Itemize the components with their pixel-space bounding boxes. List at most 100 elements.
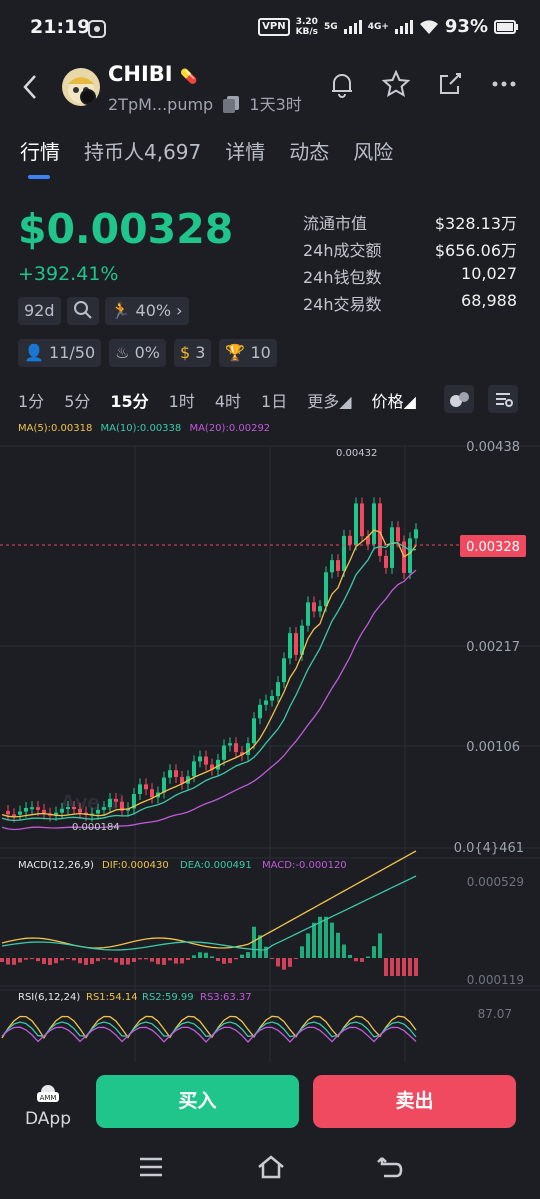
rsi-2: RS2:59.99 (142, 992, 194, 1003)
menu-icon[interactable] (138, 1156, 164, 1178)
settings-icon[interactable] (488, 385, 518, 413)
tf-15m[interactable]: 15分 (110, 392, 149, 411)
candle (246, 743, 250, 755)
token-header: CHIBI 💊 2TpM...pump 1天3时 (0, 58, 540, 122)
tab-details[interactable]: 详情 (225, 140, 266, 164)
tab-market[interactable]: 行情 (20, 140, 60, 164)
macd-bar (246, 952, 250, 958)
macd-bar (204, 952, 208, 958)
wifi-icon (419, 19, 438, 34)
macd-bar (366, 956, 370, 958)
more-icon[interactable] (490, 70, 518, 98)
candle (24, 807, 28, 812)
ma20-line (1, 569, 417, 831)
macd-bar (138, 958, 142, 960)
candle (198, 756, 202, 762)
search-chip[interactable] (66, 297, 99, 325)
tf-1d[interactable]: 1日 (261, 392, 288, 411)
price-chart[interactable]: Ave.ai 0.00328 0.00438 0.00217 0.00106 0… (0, 418, 540, 1063)
macd-bar (384, 958, 388, 976)
tab-risk[interactable]: 风险 (353, 140, 394, 164)
candles (6, 497, 418, 823)
tf-4h[interactable]: 4时 (214, 392, 242, 411)
status-bar: 21:19 VPN 3.20 KB/s 5G 4G+ 93% (0, 0, 540, 58)
star-icon[interactable] (381, 69, 411, 98)
tf-1h[interactable]: 1时 (168, 392, 195, 411)
token-name: CHIBI 💊 (108, 62, 198, 86)
section-tabs: 行情 持币人4,697 详情 动态 风险 (20, 136, 393, 165)
candle (162, 777, 166, 793)
rsi2-line (1, 1021, 417, 1038)
tf-more[interactable]: 更多◢ (307, 392, 352, 411)
chef-chip[interactable]: ♨ 0% (109, 339, 166, 367)
candle (66, 807, 70, 809)
macd-bar (270, 958, 274, 959)
candle (168, 770, 172, 778)
stat-row: 24h钱包数 10,027 (303, 264, 517, 287)
rsi-3: RS3:63.37 (200, 992, 252, 1003)
y-label: 0.00438 (466, 440, 520, 455)
macd-bar (348, 954, 352, 958)
macd-bar (240, 954, 244, 958)
runner-chip[interactable]: 🏃 40% › (104, 297, 189, 325)
current-price-label: 0.00328 (466, 540, 520, 555)
price-toggle[interactable]: 价格◢ (371, 392, 416, 411)
bag-chip[interactable]: $ 3 (173, 339, 212, 367)
share-icon[interactable] (436, 70, 464, 98)
macd-bar (294, 958, 298, 959)
net-speed: 3.20 KB/s (295, 16, 319, 37)
home-icon[interactable] (256, 1154, 286, 1180)
macd-bar (276, 958, 280, 967)
candle (330, 560, 334, 573)
macd-bar (0, 958, 4, 962)
macd-bar (300, 946, 304, 958)
macd-bar (66, 958, 70, 959)
macd-bar (84, 958, 88, 965)
header-actions (328, 69, 518, 98)
sell-button[interactable]: 卖出 (313, 1075, 516, 1128)
macd-dea: DEA:0.000491 (180, 860, 252, 871)
runner-icon: 🏃 (110, 301, 131, 320)
signal-bars-icon (343, 19, 362, 34)
macd-histogram (0, 850, 418, 976)
candle (30, 807, 34, 810)
bell-icon[interactable] (328, 70, 356, 98)
candle (96, 809, 100, 814)
tab-holders[interactable]: 持币人4,697 (84, 140, 202, 164)
rsi3-line (1, 1026, 417, 1043)
candle (6, 811, 10, 815)
candle (108, 798, 112, 808)
candle (204, 756, 208, 765)
ma-legend: MA(5):0.00318 MA(10):0.00338 MA(20):0.00… (18, 423, 270, 434)
info-chips-row2: 👤 11/50 ♨ 0% $ 3 🏆 10 (18, 339, 277, 367)
copy-icon[interactable] (222, 95, 240, 113)
chain-badge-icon (80, 89, 96, 105)
macd-bar (354, 958, 358, 962)
macd-bar (342, 944, 346, 958)
macd-dif: DIF:0.000430 (102, 860, 169, 871)
tab-activity[interactable]: 动态 (289, 140, 330, 164)
dapp-button[interactable]: AMM DApp (22, 1076, 74, 1129)
candle (264, 700, 268, 705)
macd-bar (126, 958, 130, 965)
macd-bar (414, 958, 418, 976)
candle (366, 536, 370, 545)
low-label: 0.000184 (72, 822, 120, 833)
tf-5m[interactable]: 5分 (64, 392, 91, 411)
candle (324, 572, 328, 607)
buy-button[interactable]: 买入 (96, 1075, 299, 1128)
back-button[interactable] (20, 72, 40, 110)
svg-text:AMM: AMM (40, 1094, 57, 1102)
indicator-icon[interactable] (444, 385, 474, 413)
macd-bar (114, 958, 118, 963)
candle (408, 538, 412, 573)
macd-bar (30, 958, 34, 960)
back-nav-icon[interactable] (376, 1154, 404, 1180)
age-chip[interactable]: 92d (18, 297, 61, 325)
tf-1m[interactable]: 1分 (18, 392, 45, 411)
holders-chip[interactable]: 👤 11/50 (18, 339, 102, 367)
trophy-chip[interactable]: 🏆 10 (219, 339, 277, 367)
macd-bar (6, 958, 10, 965)
macd-bar (42, 958, 46, 964)
market-stats: 流通市值 $328.13万 24h成交额 $656.06万 24h钱包数 10,027… (303, 210, 517, 318)
